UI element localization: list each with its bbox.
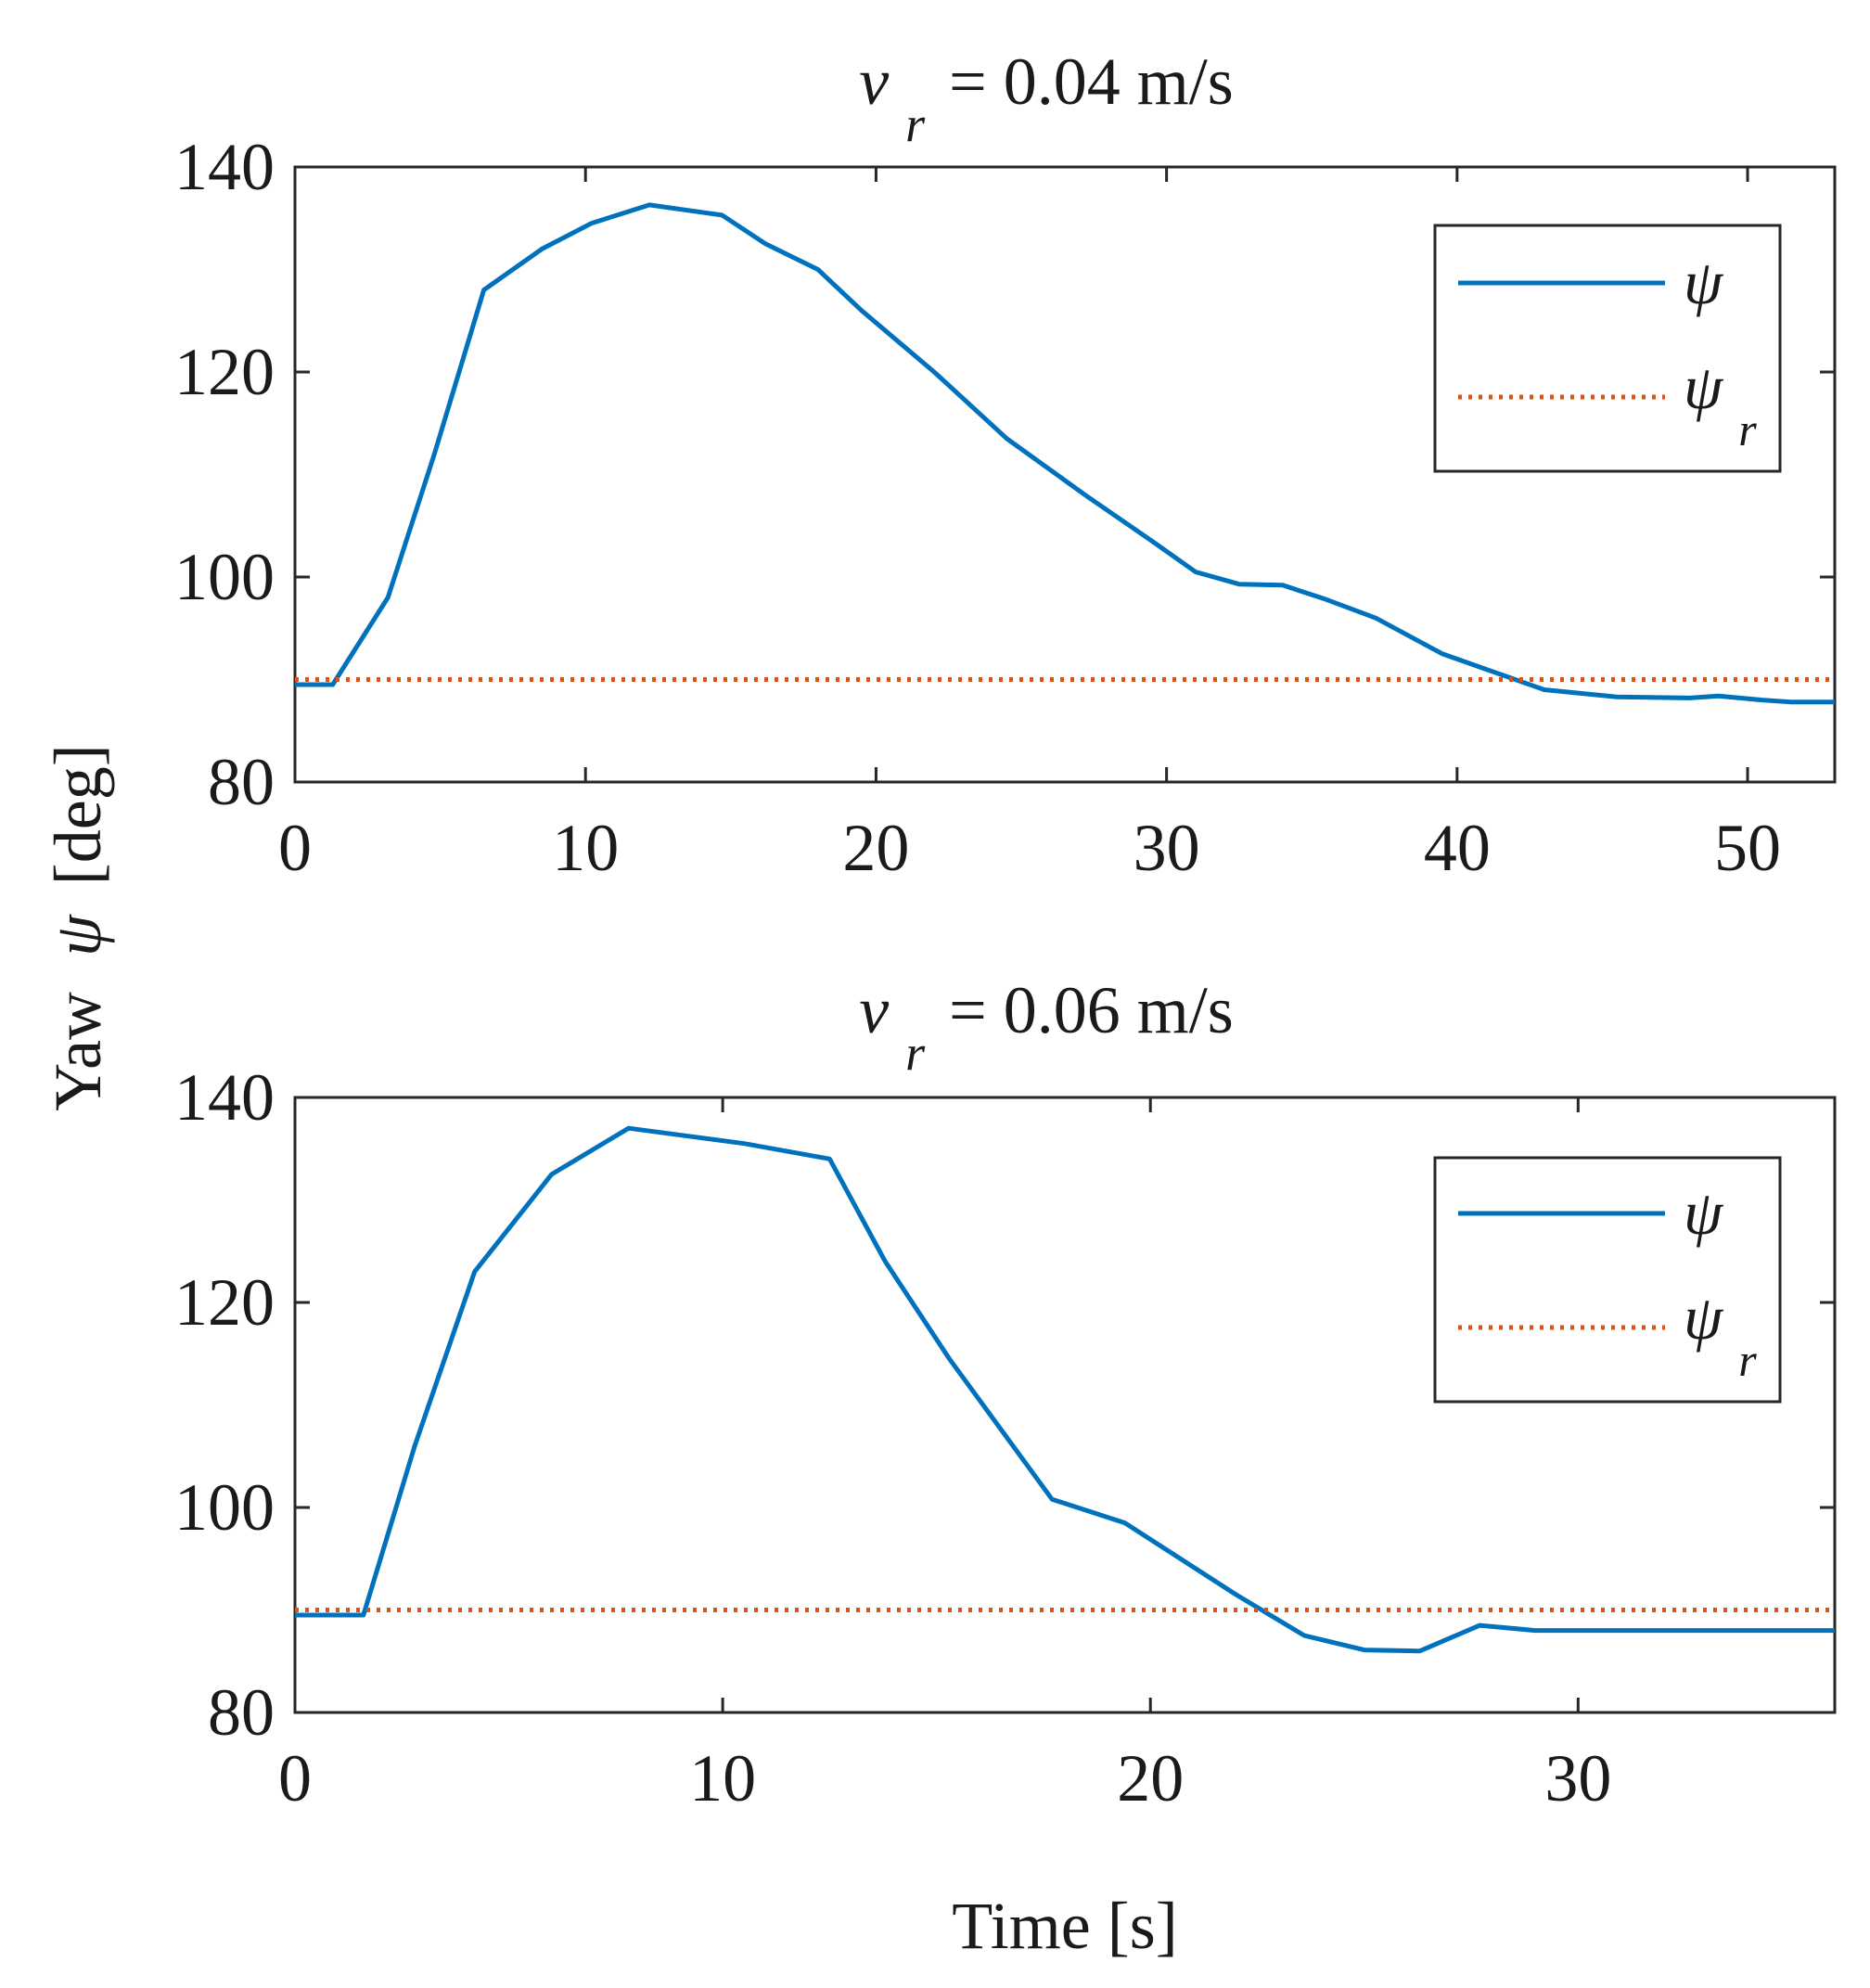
- ytick-label: 120: [174, 1265, 275, 1340]
- xtick-label: 20: [842, 811, 909, 885]
- top-subplot-title: v r = 0.04 m/s: [859, 45, 1234, 156]
- legend-psi-r-label: ψ r: [1684, 1282, 1757, 1386]
- top-ticks: [293, 165, 1835, 784]
- xtick-label: 40: [1424, 811, 1491, 885]
- xtick-label: 0: [278, 1741, 312, 1815]
- bottom-legend-box: [1433, 1156, 1782, 1404]
- y-axis-label-symbol: ψ: [41, 914, 115, 956]
- ytick-label: 120: [174, 335, 275, 409]
- xtick-label: 30: [1544, 1741, 1611, 1815]
- x-axis-label: Time [s]: [952, 1889, 1177, 1963]
- bottom-subplot: v r = 0.06 m/s 80 100 120 140 0 10 20 30 ψ ψ r: [174, 973, 1837, 1815]
- bottom-ytick-labels: 80 100 120 140: [174, 1060, 275, 1750]
- ytick-label: 140: [174, 1060, 275, 1135]
- y-axis-label: Yaw ψ [deg]: [41, 744, 115, 1110]
- title-subscript: r: [905, 96, 926, 152]
- ytick-label: 80: [208, 1675, 275, 1750]
- top-legend: ψ ψ r: [1433, 224, 1782, 473]
- xtick-label: 0: [278, 811, 312, 885]
- legend-psi-label: ψ: [1684, 247, 1724, 317]
- title-symbol: v: [859, 45, 889, 119]
- title-subscript: r: [905, 1025, 926, 1081]
- ytick-label: 140: [174, 130, 275, 204]
- bottom-plot-area: [295, 1125, 1835, 1654]
- title-symbol: v: [859, 973, 889, 1047]
- top-ytick-labels: 80 100 120 140: [174, 130, 275, 819]
- legend-psi-r-label: ψ r: [1684, 352, 1757, 455]
- bottom-legend: ψ ψ r: [1433, 1156, 1782, 1404]
- xtick-label: 50: [1714, 811, 1781, 885]
- bottom-xtick-labels: 0 10 20 30: [278, 1741, 1611, 1815]
- y-axis-label-text: Yaw: [41, 992, 115, 1111]
- title-rest: = 0.04 m/s: [949, 45, 1234, 119]
- xtick-label: 10: [552, 811, 619, 885]
- xtick-label: 20: [1117, 1741, 1184, 1815]
- legend-psi-label: ψ: [1684, 1177, 1724, 1248]
- top-xtick-labels: 0 10 20 30 40 50: [278, 811, 1781, 885]
- title-rest: = 0.06 m/s: [949, 973, 1234, 1047]
- series-psi-line: [295, 202, 1835, 705]
- bottom-ticks: [293, 1096, 1835, 1714]
- ytick-label: 100: [174, 1470, 275, 1545]
- series-psi-line: [295, 1125, 1835, 1654]
- top-legend-box: [1433, 224, 1782, 473]
- bottom-subplot-title: v r = 0.06 m/s: [859, 973, 1234, 1084]
- y-axis-label-unit: [deg]: [41, 744, 115, 885]
- top-subplot: v r = 0.04 m/s 80 100 120 140 0 10 20 30 40 50 ψ…: [174, 45, 1837, 885]
- top-plot-area: [295, 202, 1835, 705]
- ytick-label: 80: [208, 745, 275, 819]
- xtick-label: 30: [1134, 811, 1200, 885]
- xtick-label: 10: [689, 1741, 756, 1815]
- ytick-label: 100: [174, 540, 275, 614]
